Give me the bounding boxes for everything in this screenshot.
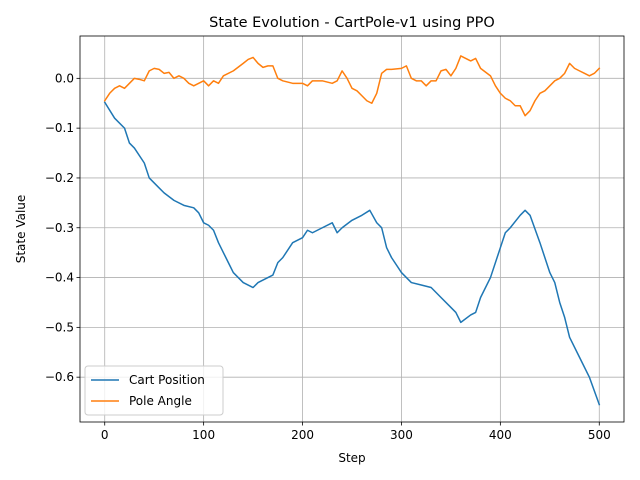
y-tick-label: −0.2 xyxy=(45,171,74,185)
y-tick-label: −0.4 xyxy=(45,271,74,285)
grid-lines xyxy=(80,36,624,422)
y-tick-label: −0.6 xyxy=(45,370,74,384)
x-tick-label: 0 xyxy=(101,428,109,442)
chart-title: State Evolution - CartPole-v1 using PPO xyxy=(209,15,495,31)
x-tick-label: 400 xyxy=(489,428,512,442)
x-tick-label: 500 xyxy=(588,428,611,442)
y-tick-label: −0.3 xyxy=(45,221,74,235)
axis-ticks: 0 100 200 300 400 500 −0.6 −0.5 −0.4 −0.3 −0.2 −0.1… xyxy=(45,71,611,442)
series-line-cart-position xyxy=(103,101,601,406)
x-axis-label: Step xyxy=(338,451,365,465)
x-tick-label: 300 xyxy=(390,428,413,442)
y-tick-label: 0.0 xyxy=(55,71,74,85)
x-tick-label: 100 xyxy=(192,428,215,442)
axes-frame xyxy=(79,35,625,423)
legend: Cart Position Pole Angle xyxy=(84,365,224,416)
legend-label-cart-position: Cart Position xyxy=(129,373,205,387)
series-lines xyxy=(103,55,601,406)
x-tick-label: 200 xyxy=(291,428,314,442)
y-axis-label: State Value xyxy=(14,195,28,264)
legend-box xyxy=(84,365,224,416)
series-line-pole-angle xyxy=(103,55,601,117)
y-tick-label: −0.5 xyxy=(45,320,74,334)
y-tick-label: −0.1 xyxy=(45,121,74,135)
legend-label-pole-angle: Pole Angle xyxy=(129,394,192,408)
